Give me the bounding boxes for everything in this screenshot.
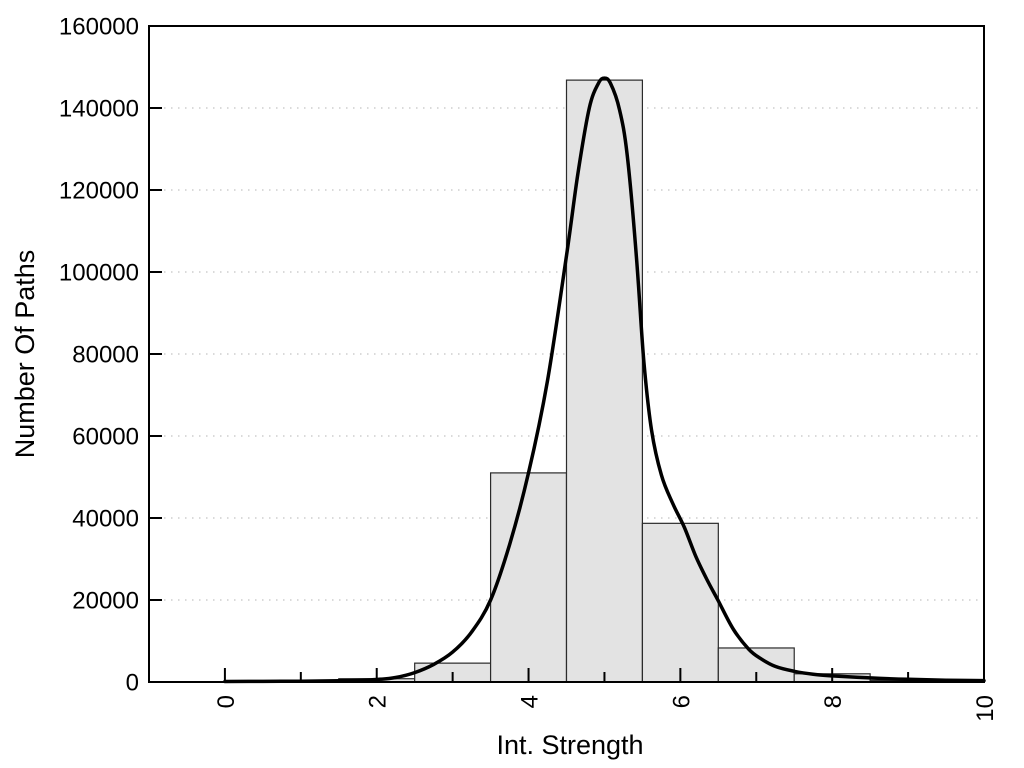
x-tick-label: 6 (668, 695, 695, 708)
plot-border (148, 25, 985, 683)
plot-frame-layer (148, 25, 985, 683)
y-tick-label: 100000 (59, 260, 139, 287)
y-tick-label: 80000 (72, 342, 139, 369)
histogram-bar (489, 472, 568, 683)
axis-ticks-layer (150, 25, 985, 683)
y-axis-title: Number Of Paths (10, 250, 40, 459)
y-tick-label: 160000 (59, 14, 139, 41)
y-tick-label: 0 (126, 670, 139, 697)
x-axis-title: Int. Strength (496, 730, 643, 760)
y-tick-label: 60000 (72, 424, 139, 451)
x-tick-label: 4 (517, 695, 544, 708)
y-tick-label: 40000 (72, 506, 139, 533)
x-tick-label: 2 (365, 695, 392, 708)
x-tick-label: 8 (820, 695, 847, 708)
gridlines-layer (150, 107, 983, 601)
histogram-bars-layer (338, 79, 947, 683)
y-tick-label: 120000 (59, 178, 139, 205)
histogram-bar (641, 522, 719, 683)
y-tick-label: 20000 (72, 588, 139, 615)
y-tick-label: 140000 (59, 96, 139, 123)
fit-curve-layer (223, 76, 986, 684)
x-tick-label: 10 (972, 695, 999, 722)
x-tick-label: 0 (213, 695, 240, 708)
tick-labels-layer: 0 20000 40000 60000 80000 100000 120000 140000 1… (59, 14, 999, 722)
fit-curve (223, 76, 986, 684)
